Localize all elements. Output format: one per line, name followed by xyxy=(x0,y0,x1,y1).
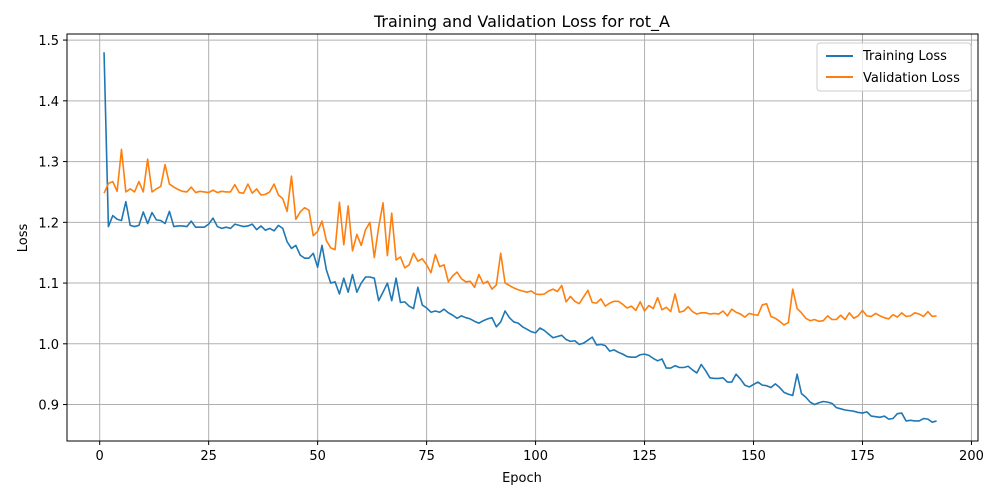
plot-area xyxy=(67,34,978,441)
x-axis-ticks: 0 25 50 75 100 125 150 175 200 xyxy=(96,441,984,464)
y-axis-label: Loss xyxy=(16,224,31,253)
training-loss-line xyxy=(103,52,937,423)
x-tick-label: 50 xyxy=(309,449,326,464)
series-layer xyxy=(103,52,937,423)
y-axis-ticks: 0.9 1.0 1.1 1.2 1.3 1.4 1.5 xyxy=(38,34,67,414)
x-tick-label: 0 xyxy=(96,449,104,464)
y-tick-label: 1.3 xyxy=(38,156,59,171)
legend-label-training: Training Loss xyxy=(862,49,947,64)
legend-label-validation: Validation Loss xyxy=(863,71,960,86)
x-tick-label: 200 xyxy=(959,449,984,464)
plot-frame xyxy=(66,33,979,442)
grid xyxy=(67,34,978,441)
legend: Training Loss Validation Loss xyxy=(816,42,972,92)
legend-box xyxy=(816,42,972,92)
x-tick-label: 100 xyxy=(523,449,548,464)
y-tick-label: 1.0 xyxy=(38,338,59,353)
x-tick-label: 125 xyxy=(632,449,657,464)
x-tick-label: 25 xyxy=(200,449,217,464)
y-tick-label: 1.1 xyxy=(38,277,59,292)
x-axis-label: Epoch xyxy=(502,471,542,486)
x-tick-label: 150 xyxy=(741,449,766,464)
x-tick-label: 75 xyxy=(418,449,435,464)
y-tick-label: 0.9 xyxy=(38,399,59,414)
y-tick-label: 1.5 xyxy=(38,34,59,49)
y-tick-label: 1.4 xyxy=(38,95,59,110)
validation-loss-line xyxy=(103,148,937,326)
y-tick-label: 1.2 xyxy=(38,216,59,231)
x-tick-label: 175 xyxy=(850,449,875,464)
chart-title: Training and Validation Loss for rot_A xyxy=(373,12,670,32)
